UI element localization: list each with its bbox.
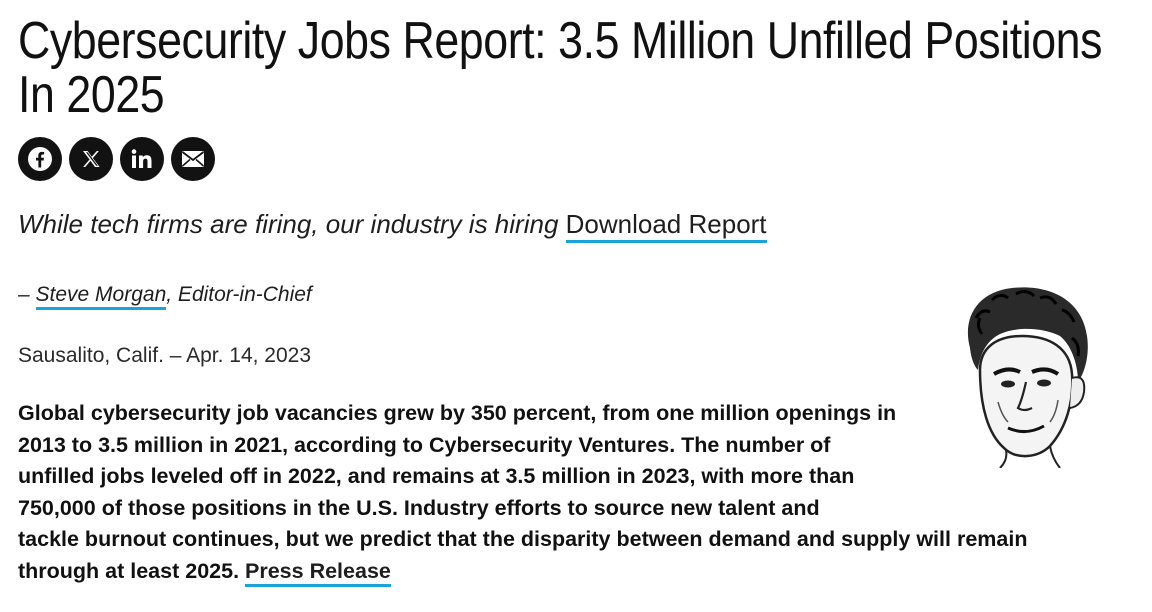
body-paragraph-part2: tackle burnout continues, but we predict… [18,527,1028,583]
tagline-text: While tech firms are firing, our industr… [18,209,559,239]
author-link[interactable]: Steve Morgan [35,283,167,310]
email-icon [181,150,205,168]
body-paragraph-part1: Global cybersecurity job vacancies grew … [18,401,897,520]
dateline: Sausalito, Calif. – Apr. 14, 2023 [18,344,312,367]
share-x-button[interactable] [69,137,113,181]
byline: – Steve Morgan, Editor-in-Chief [18,282,312,310]
author-role: , Editor-in-Chief [166,283,312,306]
linkedin-icon [130,148,154,170]
share-facebook-button[interactable] [18,137,62,181]
share-linkedin-button[interactable] [120,137,164,181]
share-email-button[interactable] [171,137,215,181]
press-release-link[interactable]: Press Release [245,558,391,587]
facebook-icon [27,146,53,172]
download-report-link[interactable]: Download Report [565,209,767,243]
page-title: Cybersecurity Jobs Report: 3.5 Million U… [18,12,1103,124]
article: Cybersecurity Jobs Report: 3.5 Million U… [18,14,1128,122]
tagline: While tech firms are firing, our industr… [18,208,767,243]
article-body: Global cybersecurity job vacancies grew … [18,398,1078,587]
author-portrait [932,278,1104,469]
byline-prefix: – [18,283,36,306]
x-icon [80,148,102,170]
